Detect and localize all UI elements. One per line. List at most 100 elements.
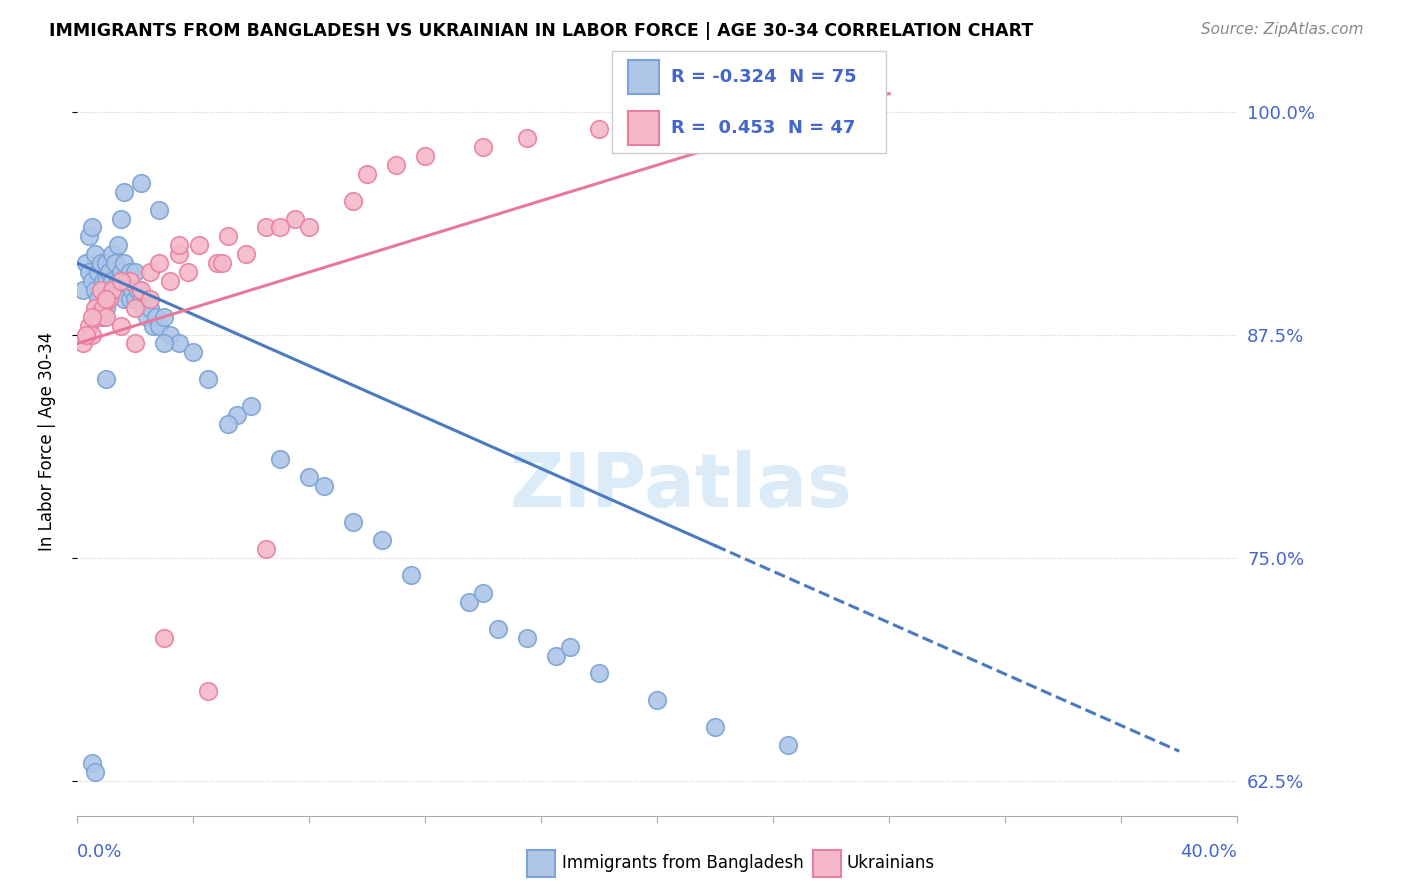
Point <box>80 327 103 342</box>
Point <box>124 301 146 315</box>
Point <box>312 479 335 493</box>
Point <box>183 345 205 359</box>
Point <box>342 515 364 529</box>
Point <box>269 220 291 235</box>
Point <box>148 256 170 270</box>
Point <box>83 247 105 261</box>
Point <box>80 756 103 770</box>
Point <box>356 167 378 181</box>
Point <box>83 764 105 779</box>
Point <box>98 292 121 306</box>
Point <box>371 533 394 547</box>
Point <box>107 238 129 252</box>
Point <box>205 256 228 270</box>
Point <box>77 229 100 244</box>
Point <box>211 256 233 270</box>
Point <box>217 417 239 431</box>
Point <box>110 211 132 226</box>
Point <box>86 310 108 324</box>
Point <box>101 274 124 288</box>
Point <box>342 194 364 208</box>
Text: ZIPatlas: ZIPatlas <box>509 450 852 523</box>
Point <box>96 310 118 324</box>
Point <box>139 292 162 306</box>
Point <box>90 283 111 297</box>
Point <box>298 220 321 235</box>
Point <box>86 292 108 306</box>
Y-axis label: In Labor Force | Age 30-34: In Labor Force | Age 30-34 <box>38 332 56 551</box>
Point <box>588 666 610 681</box>
Point <box>72 336 94 351</box>
Point <box>776 738 799 752</box>
Point <box>75 256 97 270</box>
Point <box>153 336 176 351</box>
Point <box>107 274 129 288</box>
Text: R =  0.453  N = 47: R = 0.453 N = 47 <box>671 119 855 136</box>
Point <box>132 301 155 315</box>
Point <box>159 274 181 288</box>
Point <box>101 283 124 297</box>
Point <box>399 568 422 582</box>
Point <box>98 292 121 306</box>
Point <box>124 265 146 279</box>
Point <box>647 693 669 707</box>
Text: 40.0%: 40.0% <box>1181 843 1237 861</box>
Point <box>110 265 132 279</box>
Point <box>135 310 157 324</box>
Point <box>77 318 100 333</box>
Text: Ukrainians: Ukrainians <box>846 855 935 872</box>
Point <box>80 220 103 235</box>
Point <box>101 247 124 261</box>
Point <box>472 586 495 600</box>
Point <box>197 684 219 698</box>
Point <box>96 301 118 315</box>
Text: Source: ZipAtlas.com: Source: ZipAtlas.com <box>1201 22 1364 37</box>
Point <box>139 301 162 315</box>
Point <box>86 265 108 279</box>
Point <box>516 131 538 145</box>
Point <box>104 256 127 270</box>
Point <box>225 408 247 422</box>
Point <box>110 283 132 297</box>
Point <box>153 631 176 645</box>
Point <box>96 372 118 386</box>
Point <box>254 220 277 235</box>
Point <box>118 274 141 288</box>
Point <box>115 274 138 288</box>
Point <box>560 640 582 654</box>
Point <box>413 149 436 163</box>
Point <box>124 292 146 306</box>
Point <box>235 247 257 261</box>
Point <box>77 265 100 279</box>
Point <box>118 265 141 279</box>
Point <box>104 283 127 297</box>
Point <box>188 238 211 252</box>
Point <box>472 140 495 154</box>
Point <box>96 274 118 288</box>
Point <box>83 283 105 297</box>
Point <box>110 318 132 333</box>
Point <box>269 452 291 467</box>
Point <box>129 283 152 297</box>
Point <box>197 372 219 386</box>
Point <box>112 292 135 306</box>
Point <box>112 256 135 270</box>
Point <box>167 336 190 351</box>
Point <box>385 158 408 172</box>
Point <box>139 265 162 279</box>
Point <box>167 238 190 252</box>
Point <box>72 283 94 297</box>
Point <box>588 122 610 136</box>
Point <box>98 265 121 279</box>
Point <box>217 229 239 244</box>
Point <box>75 327 97 342</box>
Point <box>167 247 190 261</box>
Point <box>792 95 814 110</box>
Point <box>90 283 111 297</box>
Point <box>153 310 176 324</box>
Point <box>112 185 135 199</box>
Point <box>142 318 165 333</box>
Point <box>647 113 669 128</box>
Point <box>124 336 146 351</box>
Point <box>90 256 111 270</box>
